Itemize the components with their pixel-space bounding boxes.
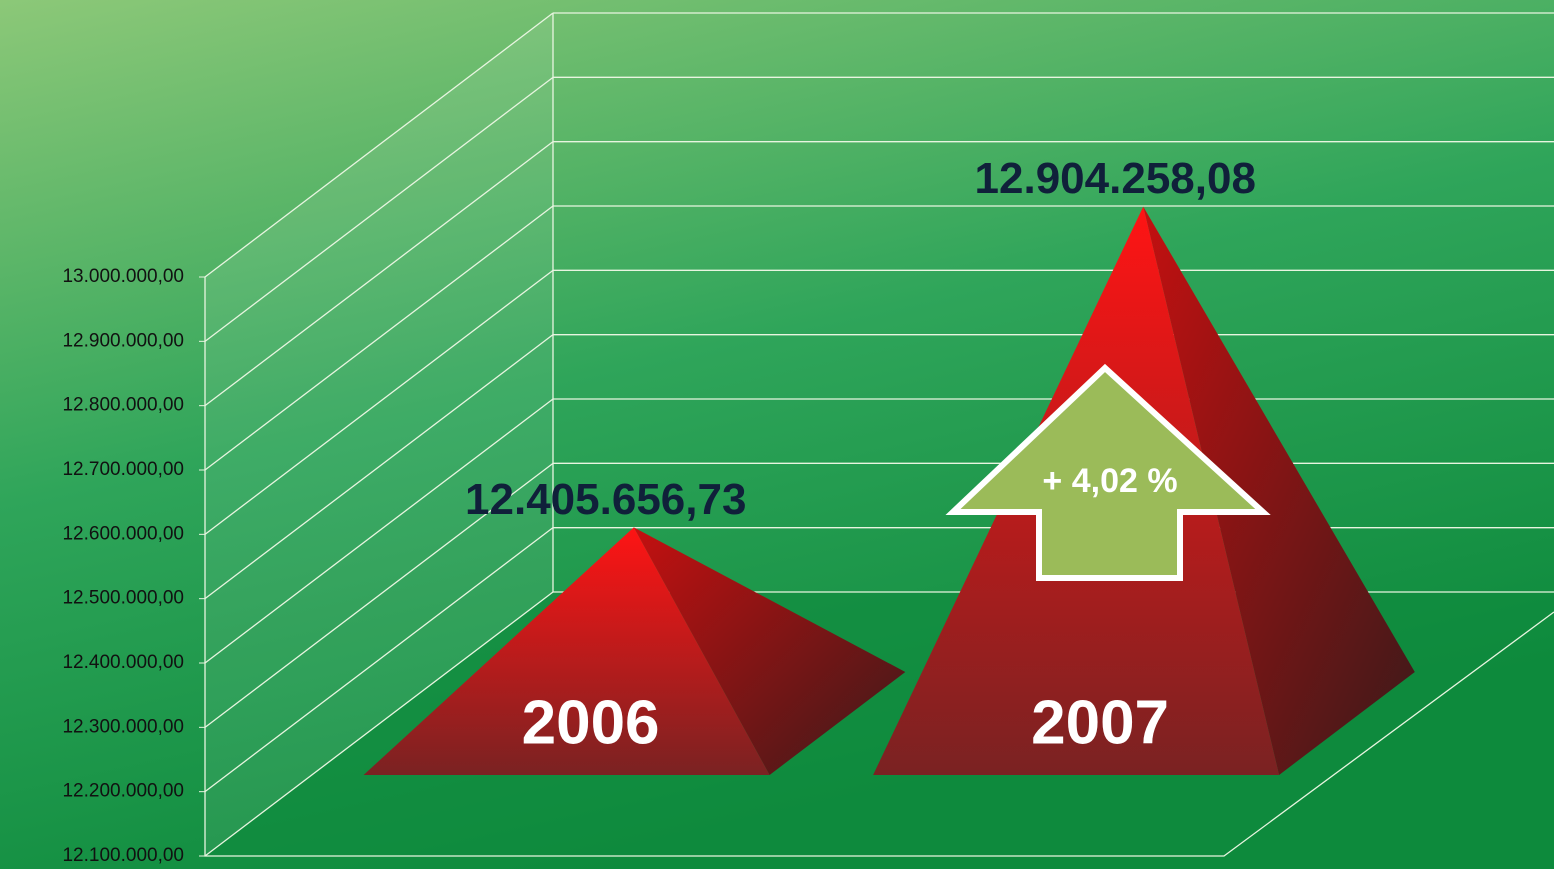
chart: 12.405.656,73 2006 12.904.258,08 2007 12.10… bbox=[0, 0, 1554, 869]
value-label: 12.405.656,73 bbox=[465, 475, 746, 524]
y-tick-label: 12.800.000,00 bbox=[62, 395, 184, 416]
y-tick-label: 12.700.000,00 bbox=[62, 459, 184, 480]
y-tick-label: 12.200.000,00 bbox=[62, 781, 184, 802]
category-label: 2006 bbox=[522, 688, 660, 757]
y-tick-label: 12.900.000,00 bbox=[62, 330, 184, 351]
value-label: 12.904.258,08 bbox=[975, 154, 1256, 203]
y-tick-label: 12.500.000,00 bbox=[62, 588, 184, 609]
y-tick-label: 12.300.000,00 bbox=[62, 716, 184, 737]
annotation: + 4,02 % bbox=[1042, 462, 1177, 500]
category-label: 2007 bbox=[1031, 688, 1169, 757]
y-tick-label: 12.400.000,00 bbox=[62, 652, 184, 673]
y-tick-label: 13.000.000,00 bbox=[62, 266, 184, 287]
page: {"chart_data": {"type": "pyramid", "cate… bbox=[0, 0, 1554, 869]
y-tick-label: 12.100.000,00 bbox=[62, 845, 184, 866]
y-tick-label: 12.600.000,00 bbox=[62, 523, 184, 544]
